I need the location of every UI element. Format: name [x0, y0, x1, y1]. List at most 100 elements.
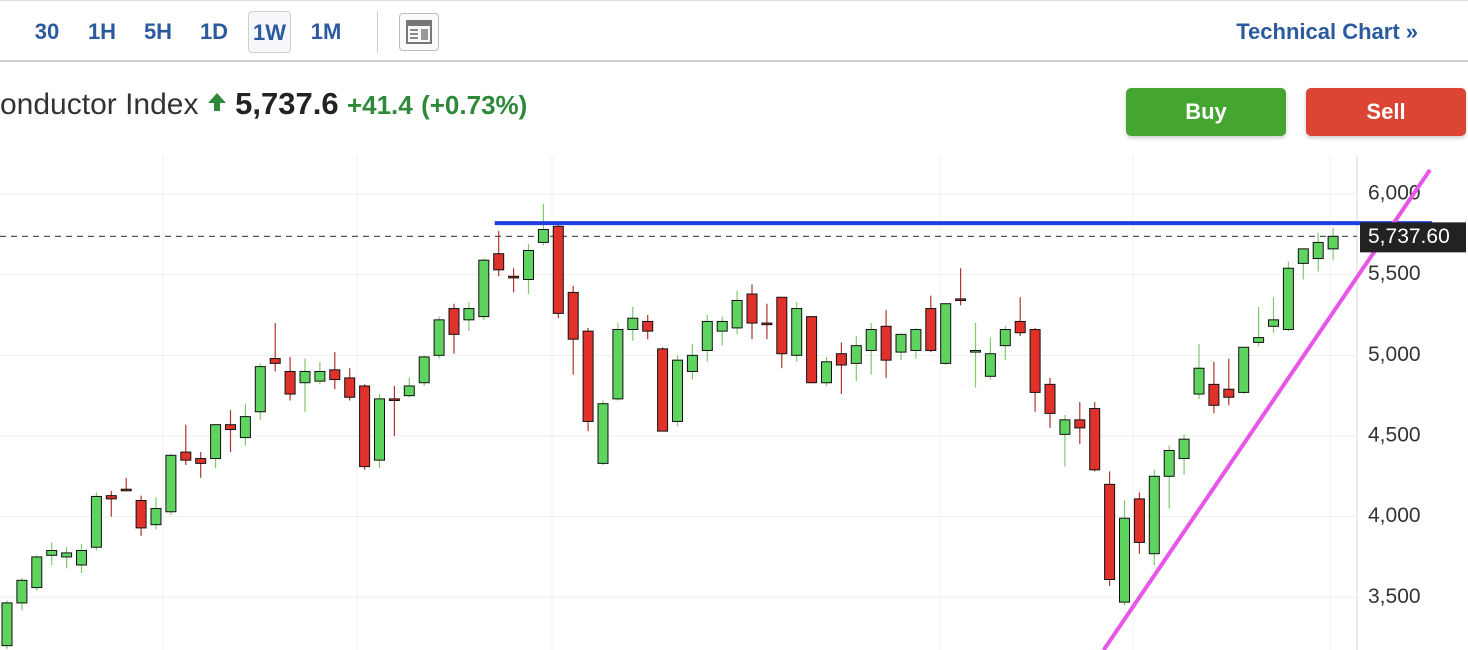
candle-body — [180, 451, 192, 461]
candle-body — [210, 424, 222, 460]
candle-body — [791, 308, 803, 356]
candle-body — [821, 361, 832, 384]
candle-body — [910, 329, 922, 351]
candle-body — [195, 458, 207, 464]
candle-body — [582, 330, 594, 422]
interval-tab-selected[interactable]: 1W — [248, 11, 291, 53]
layout-icon[interactable] — [399, 13, 439, 51]
candle-body — [701, 320, 713, 351]
candle-body — [627, 317, 639, 331]
candle-body — [61, 552, 73, 558]
candle-body — [984, 353, 996, 377]
candle-body — [835, 353, 847, 366]
candle-body — [1089, 408, 1101, 471]
candle-body — [344, 377, 356, 398]
candle-body — [1104, 483, 1116, 581]
candle-body — [597, 403, 609, 464]
candle-body — [1014, 320, 1026, 334]
change-percent: (+0.73%) — [421, 90, 528, 120]
candle-body — [1223, 388, 1235, 398]
candle-body — [120, 488, 132, 492]
change: +41.4 — [346, 90, 413, 120]
icon-graphic — [406, 20, 432, 44]
candle-body — [761, 322, 773, 326]
technical-chart-link[interactable]: Technical Chart » — [1236, 19, 1418, 44]
candle-body — [1327, 235, 1339, 250]
candle-body — [657, 348, 669, 432]
candle-body — [1178, 438, 1190, 460]
candle-body — [716, 320, 728, 332]
candle-body — [612, 329, 624, 400]
sell-button[interactable]: Sell — [1306, 88, 1466, 136]
y-tick-label: 6,000 — [1368, 182, 1421, 205]
y-tick-label: 5,500 — [1368, 262, 1421, 285]
arrow-shape — [207, 93, 226, 111]
interval-tab[interactable]: 1H — [87, 19, 117, 44]
candle-body — [1268, 319, 1279, 327]
candle-body — [90, 495, 102, 548]
interval-tab[interactable]: 30 — [34, 19, 60, 44]
candle-body — [1253, 337, 1265, 343]
candle-body — [418, 356, 430, 384]
quote: onductor Index 5,737.6 +41.4 (+0.73%) — [0, 86, 527, 122]
trend-line — [1101, 168, 1432, 650]
candle-body — [999, 329, 1011, 347]
candle-body — [1282, 267, 1294, 331]
candle-body — [46, 549, 58, 556]
toolbar: 30 1H 5H 1D 1W 1M Technical Chart » — [0, 0, 1468, 62]
last-price-label: 5,737.60 — [1368, 225, 1450, 248]
candle-body — [269, 358, 281, 364]
candle-body — [642, 320, 654, 332]
candle-body — [329, 369, 341, 381]
candle-body — [1163, 449, 1175, 477]
price: 5,737.6 — [235, 86, 339, 121]
candle-body — [1074, 419, 1086, 429]
candle-body — [850, 345, 862, 364]
candle-body — [1044, 383, 1056, 414]
candle-body — [299, 370, 311, 384]
candle-body — [150, 508, 162, 526]
candle-body — [165, 454, 177, 513]
candle-body — [388, 398, 400, 401]
candle-body — [940, 303, 952, 364]
last-price-box — [1360, 222, 1466, 253]
candle-body — [1193, 367, 1205, 395]
candle-body — [433, 319, 445, 356]
candle-body — [970, 349, 981, 353]
candle-body — [508, 275, 520, 279]
candle-body — [552, 225, 564, 314]
separator — [377, 11, 378, 53]
buy-button[interactable]: Buy — [1126, 88, 1286, 136]
candle-body — [523, 249, 534, 281]
candle-body — [1208, 383, 1220, 406]
candle-body — [746, 293, 758, 324]
candle-body — [463, 308, 475, 321]
candle-body — [880, 325, 892, 361]
y-tick-label: 4,000 — [1368, 504, 1421, 527]
candle-body — [1059, 419, 1071, 435]
interval-tab[interactable]: 5H — [143, 19, 173, 44]
y-tick-label: 5,000 — [1368, 343, 1421, 366]
candle-body — [1, 602, 13, 647]
candle-body — [76, 549, 87, 566]
icon-bar — [407, 21, 431, 26]
candle-body — [567, 291, 579, 340]
candle-body — [314, 370, 326, 382]
candle-body — [135, 499, 147, 529]
candle-body — [1133, 498, 1145, 543]
candle-body — [925, 308, 937, 351]
candle-body — [493, 253, 505, 271]
candle-body — [448, 308, 460, 335]
candle-body — [359, 385, 371, 468]
candle-body — [1297, 248, 1309, 264]
interval-tab[interactable]: 1D — [199, 19, 229, 44]
candle-body — [806, 316, 818, 384]
candle-body — [955, 298, 967, 301]
candle-body — [1119, 517, 1130, 603]
candle-body — [672, 359, 683, 422]
candle-body — [537, 229, 549, 243]
candle-body — [731, 299, 743, 329]
candle-body — [16, 579, 28, 604]
interval-tab[interactable]: 1M — [310, 19, 342, 44]
